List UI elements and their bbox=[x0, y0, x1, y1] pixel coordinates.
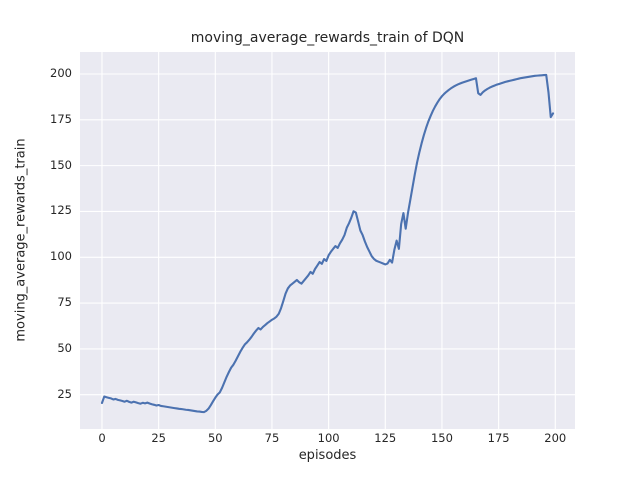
x-tick-label: 150 bbox=[430, 431, 453, 445]
x-tick-label: 0 bbox=[98, 431, 106, 445]
y-axis-label: moving_average_rewards_train bbox=[13, 138, 29, 342]
y-tick-label: 100 bbox=[50, 249, 72, 264]
x-tick-label: 175 bbox=[487, 431, 510, 445]
y-tick-label: 75 bbox=[57, 295, 72, 310]
y-tick-label: 50 bbox=[57, 340, 72, 355]
x-tick-label: 125 bbox=[374, 431, 397, 445]
plot-area bbox=[80, 52, 575, 429]
x-tick-label: 200 bbox=[544, 431, 567, 445]
x-tick-label: 25 bbox=[151, 431, 166, 445]
x-axis-label: episodes bbox=[298, 448, 357, 463]
x-tick-label: 50 bbox=[207, 431, 223, 445]
y-tick-label: 25 bbox=[57, 386, 72, 401]
x-tick-label: 75 bbox=[264, 431, 280, 445]
y-tick-label: 125 bbox=[50, 203, 72, 218]
chart-title: moving_average_rewards_train of DQN bbox=[190, 30, 465, 46]
y-tick-label: 175 bbox=[50, 111, 72, 126]
y-tick-label: 150 bbox=[50, 157, 72, 172]
line-chart-svg bbox=[80, 52, 575, 429]
reward-line bbox=[100, 73, 555, 414]
x-tick-label: 100 bbox=[317, 431, 340, 445]
y-tick-label: 200 bbox=[50, 65, 72, 80]
